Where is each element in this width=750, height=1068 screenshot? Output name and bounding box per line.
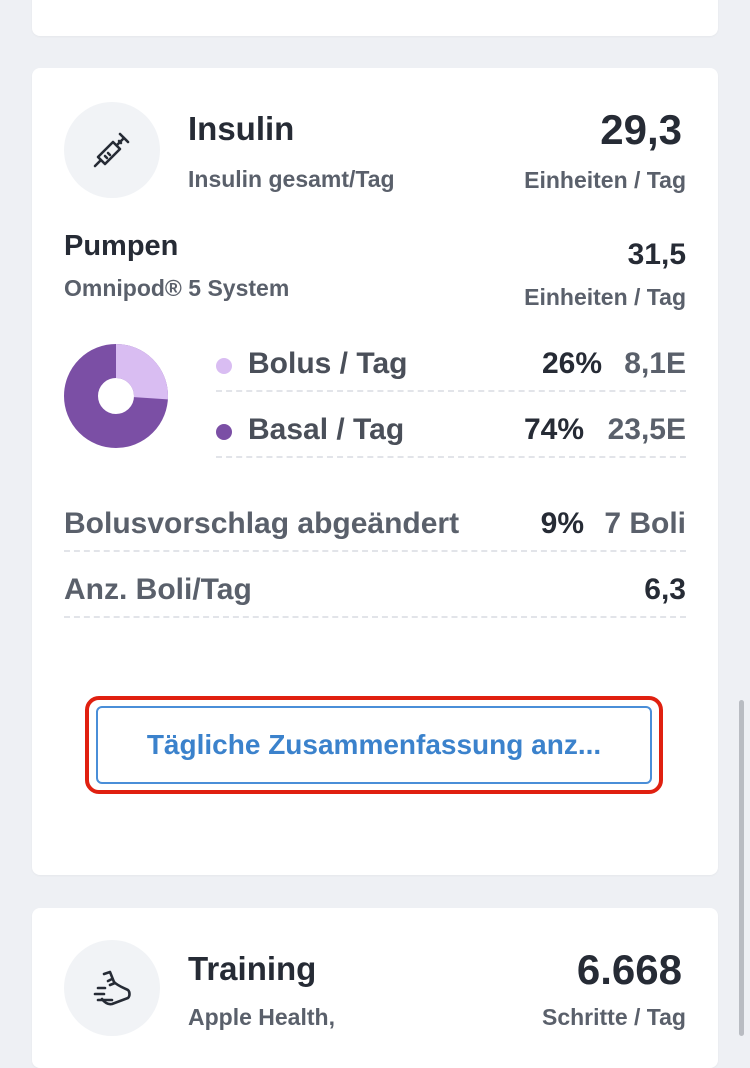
divider	[216, 456, 686, 458]
scrollbar[interactable]	[739, 700, 744, 1036]
pump-value: 31,5	[627, 238, 686, 271]
bolus-percent: 26%	[541, 347, 602, 380]
boluses-per-day-label: Anz. Boli/Tag	[64, 573, 252, 606]
insulin-subtitle: Insulin gesamt/Tag	[188, 166, 395, 192]
daily-summary-button[interactable]: Tägliche Zusammenfassung anz...	[96, 706, 652, 784]
training-title: Training	[188, 950, 317, 987]
insulin-total-value: 29,3	[600, 106, 682, 153]
training-subtitle: Apple Health,	[188, 1004, 335, 1030]
training-card: Training Apple Health, 6.668 Schritte / …	[32, 908, 718, 1068]
bolus-slice	[64, 344, 168, 448]
insulin-title: Insulin	[188, 110, 295, 147]
basal-label: Basal / Tag	[248, 413, 405, 446]
divider	[216, 390, 686, 392]
previous-card	[32, 0, 718, 36]
bolus-label: Bolus / Tag	[248, 347, 408, 380]
insulin-donut-chart	[64, 344, 168, 448]
insulin-icon-circle	[64, 102, 160, 198]
insulin-card: Insulin Insulin gesamt/Tag 29,3 Einheite…	[32, 68, 718, 875]
training-value: 6.668	[576, 946, 682, 993]
bolus-legend-dot	[216, 358, 232, 374]
bolus-modified-percent: 9%	[540, 507, 584, 540]
sneaker-icon	[93, 970, 131, 1006]
bolus-amount: 8,1E	[624, 347, 686, 380]
basal-percent: 74%	[523, 413, 584, 446]
basal-legend-dot	[216, 424, 232, 440]
pump-system: Omnipod® 5 System	[64, 275, 290, 301]
boluses-per-day-value: 6,3	[644, 573, 686, 606]
training-unit: Schritte / Tag	[542, 1004, 686, 1030]
bolus-modified-label: Bolusvorschlag abgeändert	[64, 507, 460, 540]
divider	[64, 616, 686, 618]
basal-amount: 23,5E	[607, 413, 686, 446]
divider	[64, 550, 686, 552]
insulin-total-unit: Einheiten / Tag	[524, 167, 686, 193]
syringe-icon	[93, 132, 130, 168]
training-icon-circle	[64, 940, 160, 1036]
bolus-modified-amount: 7 Boli	[604, 507, 686, 540]
pump-unit: Einheiten / Tag	[524, 284, 686, 310]
pump-title: Pumpen	[64, 230, 179, 262]
